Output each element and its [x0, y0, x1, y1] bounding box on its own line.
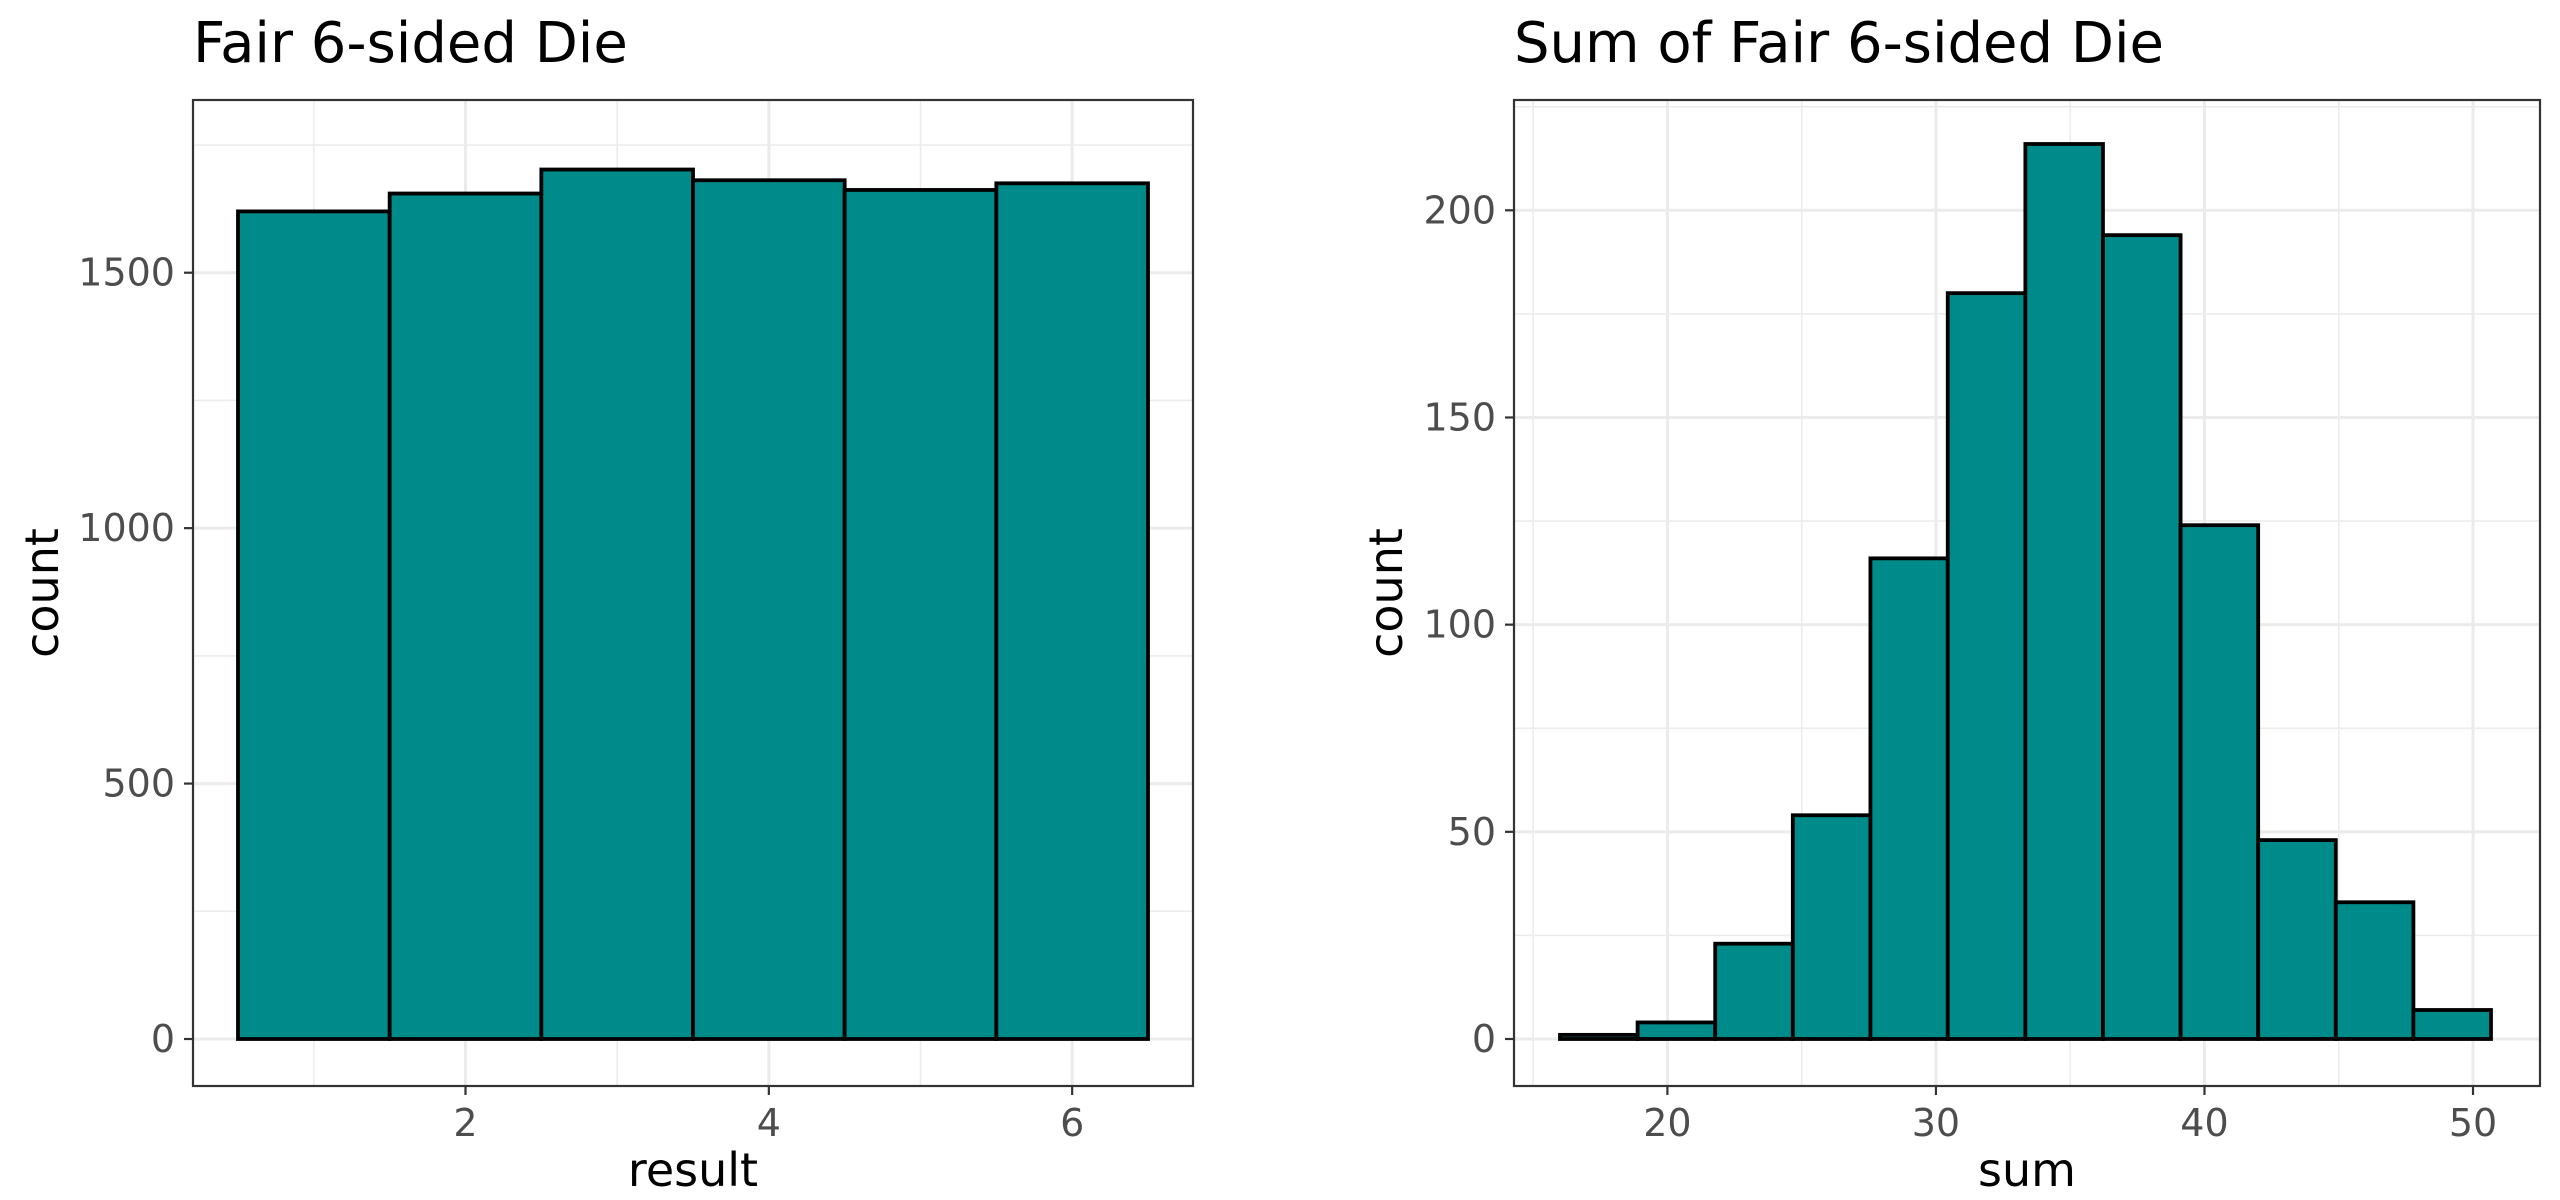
bar	[691, 178, 847, 1041]
bar	[2101, 233, 2183, 1041]
x-tick-label: 6	[1060, 1101, 1084, 1145]
bar	[539, 167, 695, 1041]
bar	[236, 209, 392, 1041]
y-tick-label: 500	[102, 762, 175, 806]
y-tick-label: 1000	[78, 506, 175, 550]
bars	[1558, 142, 2493, 1041]
x-axis-label: result	[628, 1143, 758, 1197]
bar	[842, 188, 999, 1041]
bar	[1558, 1032, 1640, 1041]
bar	[1790, 813, 1873, 1041]
bar	[994, 181, 1150, 1041]
bars	[236, 167, 1150, 1041]
bar	[2023, 142, 2105, 1041]
x-tick-label: 40	[2180, 1101, 2228, 1145]
y-tick-label: 1500	[78, 251, 175, 295]
bar	[2256, 838, 2338, 1041]
bar	[387, 191, 544, 1041]
y-axis-label: count	[1359, 528, 1413, 658]
bar	[1635, 1020, 1718, 1041]
chart-title: Fair 6-sided Die	[193, 11, 628, 76]
axis-ticks: 0 50 100 150 200 20 30 40 50	[1423, 188, 2497, 1145]
y-tick-label: 0	[1472, 1017, 1496, 1061]
panel-border	[191, 98, 1195, 1088]
chart-title: Sum of Fair 6-sided Die	[1514, 11, 2164, 76]
y-axis-label: count	[15, 528, 69, 658]
x-tick-label: 50	[2449, 1101, 2497, 1145]
panel-border	[1512, 98, 2542, 1088]
x-tick-label: 20	[1643, 1101, 1691, 1145]
bar	[1713, 941, 1795, 1041]
bar	[2178, 523, 2261, 1041]
y-tick-label: 100	[1423, 603, 1496, 647]
y-tick-label: 50	[1448, 810, 1496, 854]
bar	[2333, 900, 2416, 1041]
y-tick-label: 200	[1423, 188, 1496, 232]
bar	[1945, 291, 2028, 1041]
x-tick-label: 4	[757, 1101, 781, 1145]
axis-ticks: 0 500 1000 1500 2 4 6	[78, 251, 1084, 1145]
x-tick-label: 30	[1912, 1101, 1960, 1145]
x-axis-label: sum	[1978, 1143, 2076, 1197]
bar	[2411, 1008, 2493, 1041]
bar	[1868, 556, 1950, 1041]
y-tick-label: 0	[151, 1017, 175, 1061]
x-tick-label: 2	[453, 1101, 477, 1145]
y-tick-label: 150	[1423, 395, 1496, 439]
chart-die-sums: Sum of Fair 6-sided Die 0 50 100 150 200 20 30…	[1359, 11, 2542, 1197]
